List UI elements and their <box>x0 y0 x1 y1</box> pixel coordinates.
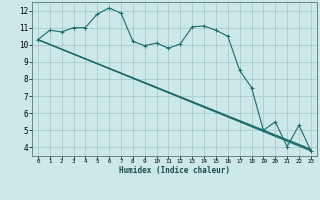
X-axis label: Humidex (Indice chaleur): Humidex (Indice chaleur) <box>119 166 230 175</box>
